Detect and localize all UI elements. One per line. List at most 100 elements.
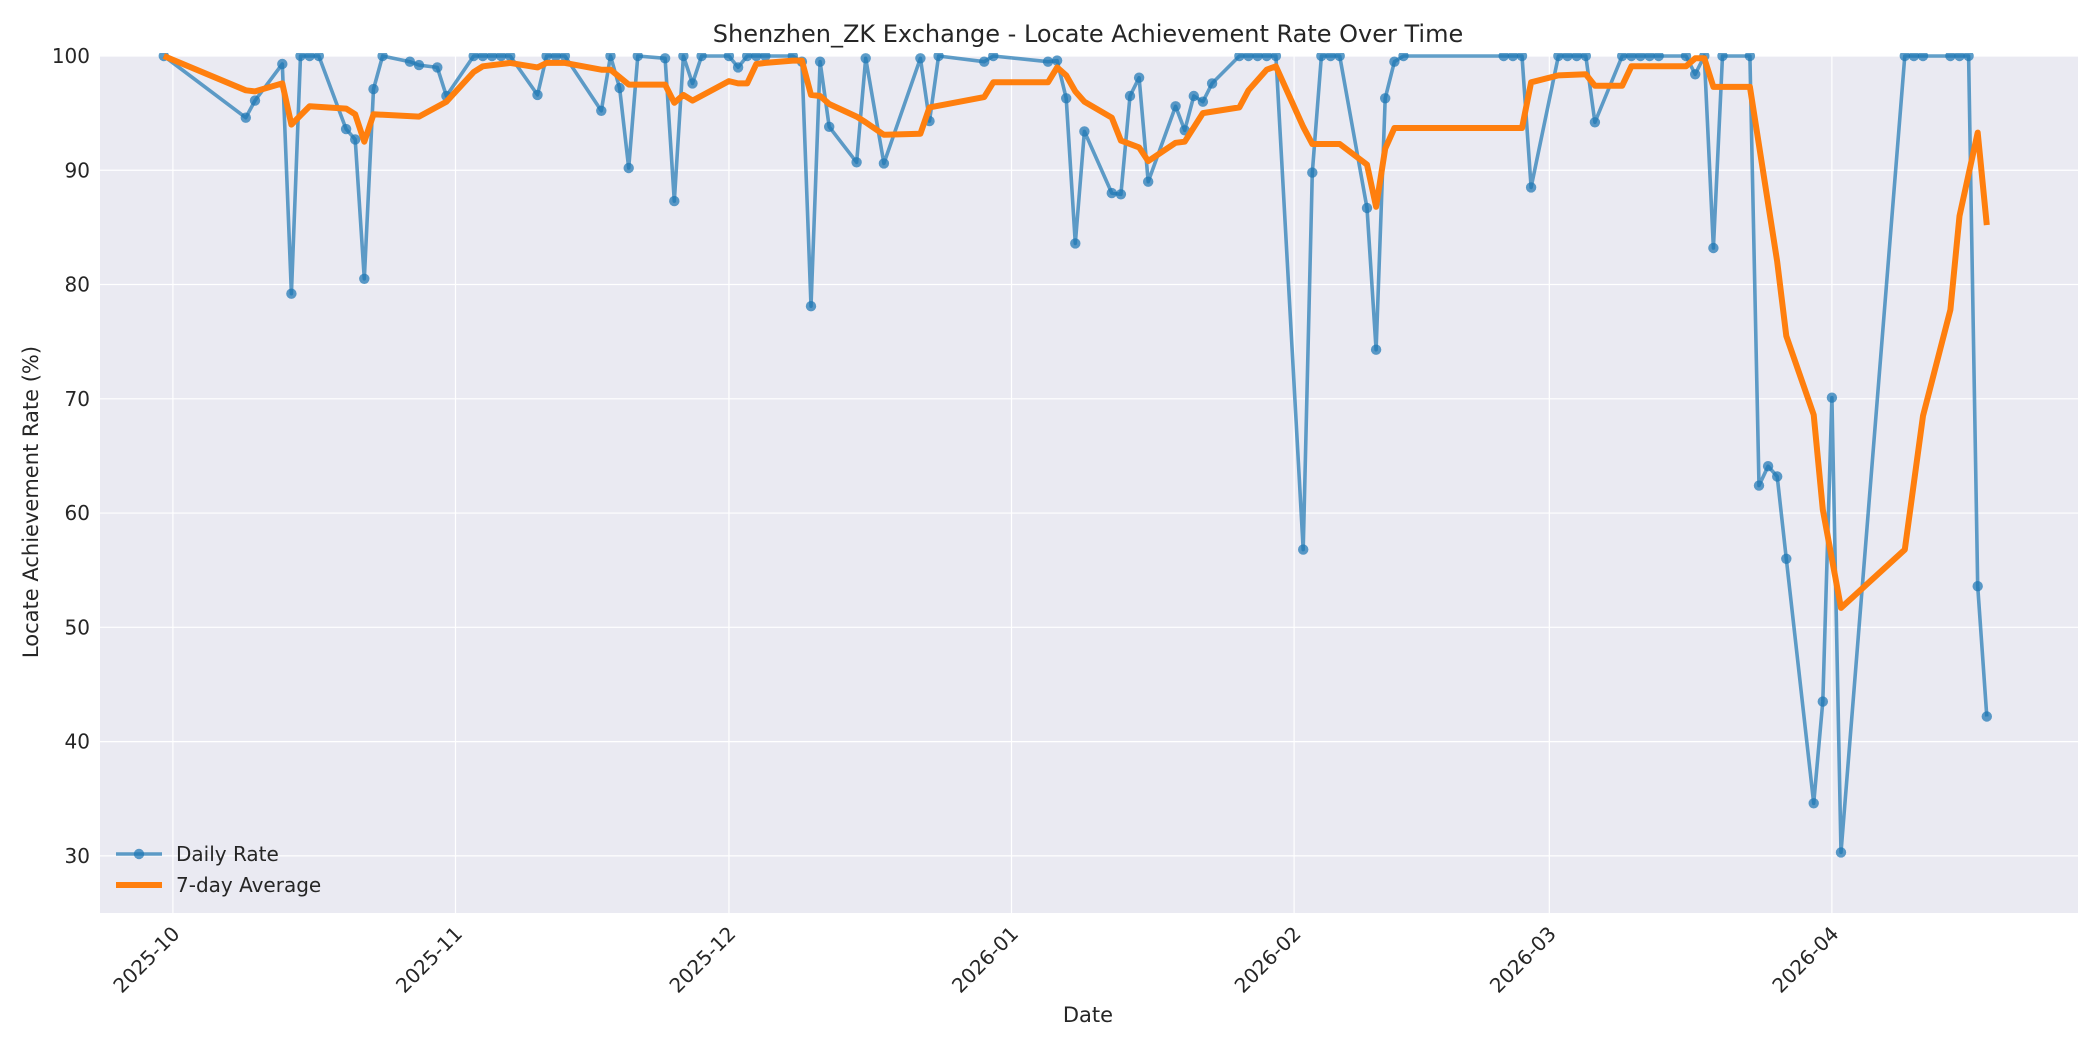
daily-rate-point [1945,53,1956,62]
daily-rate-point [340,123,352,135]
daily-rate-point [1115,189,1127,200]
daily-rate-point [860,53,871,64]
daily-rate-point [1270,53,1282,62]
x-axis-label: Date [1063,1003,1113,1027]
daily-rate-point [1170,101,1181,112]
daily-rate-point [1051,55,1063,66]
y-axis-label: Locate Achievement Rate (%) [19,346,43,658]
grid-lines [100,55,2078,913]
daily-rate-point [295,53,306,62]
daily-rate-point [368,83,379,95]
daily-rate-point [486,53,498,62]
daily-rate-point [1580,53,1591,62]
daily-rate-point [1316,53,1327,62]
daily-rate-point [468,53,479,62]
daily-rate-point [933,53,944,62]
daily-rate-point [413,59,425,71]
daily-rate-point [404,56,416,67]
y-tick-label: 90 [65,158,90,182]
daily-rate-point [1899,53,1910,62]
daily-rate-point [477,53,488,62]
daily-rate-point [1717,53,1728,62]
daily-rate-point [1206,78,1218,89]
daily-rate-point [240,112,251,123]
daily-rate-point [915,53,926,64]
legend-avg-label: 7-day Average [176,873,321,897]
daily-rate-point [1753,480,1765,491]
daily-rate-point [605,53,616,62]
daily-rate-point [1762,461,1774,472]
daily-rate-point [1690,69,1701,80]
legend-daily-marker [133,848,145,860]
daily-rate-point [732,62,744,73]
daily-rate-point [1772,471,1783,482]
daily-rate-point [350,134,361,145]
daily-rate-point [1361,202,1373,214]
daily-rate-point [1070,238,1081,249]
daily-rate-point [1617,53,1628,62]
daily-rate-point [1908,53,1920,62]
daily-rate-point [1525,182,1537,193]
daily-rate-point [723,53,735,62]
daily-rate-point [1589,117,1601,128]
daily-rate-point [432,62,443,73]
daily-rate-point [1835,847,1847,858]
daily-rate-point [559,53,571,62]
x-tick-label: 2026-01 [947,922,1023,998]
daily-rate-point [596,105,607,117]
daily-rate-point [313,53,324,62]
daily-rate-point [1334,53,1345,62]
daily-rate-point [814,56,826,67]
daily-rate-point [286,288,297,299]
daily-rate-point [277,58,288,70]
daily-rate-point [1261,53,1272,62]
daily-rate-point [1106,187,1118,199]
daily-rate-point [1398,53,1409,62]
y-tick-label: 60 [65,501,90,525]
y-tick-label: 80 [65,273,90,297]
daily-rate-point [878,158,890,169]
x-tick-label: 2025-10 [108,922,184,998]
daily-rate-point [1234,53,1245,62]
daily-rate-point [632,53,643,62]
daily-rate-point [988,53,999,62]
daily-rate-point [1826,392,1838,403]
daily-rate-point [1817,696,1829,707]
daily-rate-point [687,78,698,89]
daily-rate-point [824,121,835,132]
daily-rate-point [505,53,516,62]
daily-rate-point [1252,53,1263,62]
y-tick-label: 40 [65,730,90,754]
daily-rate-point [851,157,862,168]
y-tick-label: 30 [65,844,90,868]
daily-rate-point [1133,72,1145,83]
daily-rate-point [751,53,762,62]
daily-rate-point [1781,553,1792,564]
daily-rate-point [304,53,315,62]
daily-rate-point [1507,53,1519,62]
daily-rate-point [1553,53,1564,62]
daily-rate-point [1644,53,1655,62]
daily-rate-point [1954,53,1965,62]
daily-rate-point [1626,53,1637,62]
daily-rate-point [1635,53,1646,62]
daily-rate-point [1562,53,1573,62]
daily-rate-point [805,301,817,312]
legend-daily-label: Daily Rate [176,842,279,866]
y-tick-label: 100 [52,44,90,68]
daily-rate-point [659,53,671,64]
daily-rate-point [1042,56,1054,67]
daily-rate-point [1298,544,1309,555]
daily-rate-point [1680,53,1692,62]
daily-rate-point [541,53,552,62]
daily-rate-point [1981,711,1993,722]
daily-rate-point [760,53,771,62]
series-layer [158,53,1993,858]
x-tick-label: 2026-03 [1485,922,1561,998]
daily-rate-point [1188,90,1200,102]
daily-rate-point [1197,96,1209,107]
x-tick-label: 2026-04 [1767,922,1843,998]
daily-rate-point [532,89,543,101]
